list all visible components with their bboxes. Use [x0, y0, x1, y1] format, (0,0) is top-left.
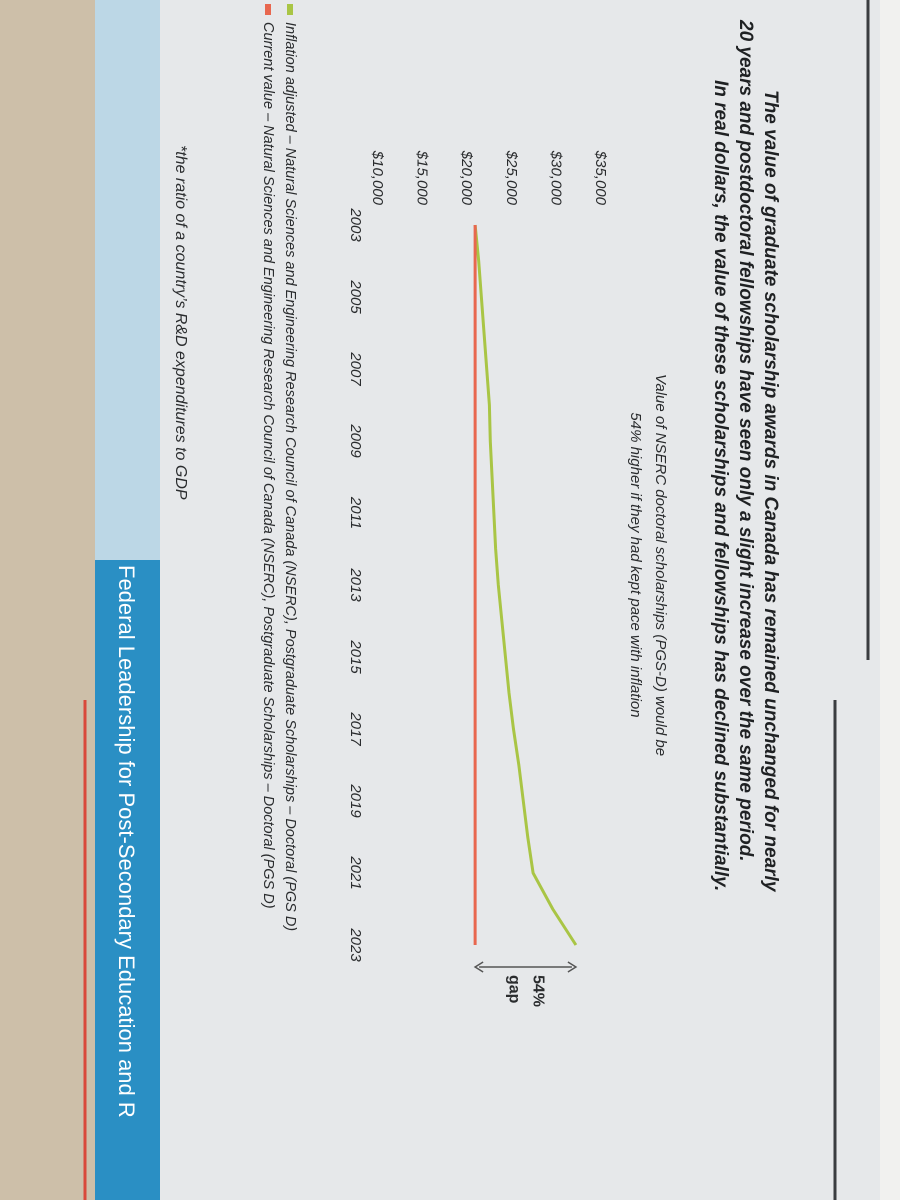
- footnote: *the ratio of a country’s R&D expenditur…: [172, 145, 189, 500]
- arrow-head: [567, 961, 578, 973]
- title: The value of graduate scholarship awards…: [760, 90, 781, 893]
- gap-label: 54%: [529, 975, 546, 1007]
- chart-subtitle: Value of NSERC doctoral scholarships (PG…: [652, 374, 669, 756]
- title: In real dollars, the value of these scho…: [710, 80, 731, 891]
- banner-fade: [95, 0, 160, 560]
- x-tick-label: 2013: [347, 567, 364, 602]
- y-tick-label: $15,000: [414, 150, 431, 206]
- gap-label: gap: [505, 975, 522, 1004]
- x-tick-label: 2019: [347, 783, 364, 818]
- arrow-head: [473, 961, 484, 973]
- legend-entry: Inflation adjusted – Natural Sciences an…: [282, 22, 298, 931]
- legend-entry: Current value – Natural Sciences and Eng…: [260, 22, 276, 909]
- x-tick-label: 2021: [347, 855, 364, 889]
- banner-text: Federal Leadership for Post-Secondary Ed…: [114, 565, 139, 1118]
- x-tick-label: 2003: [347, 207, 364, 242]
- paper-edge: [880, 0, 900, 1200]
- y-tick-label: $30,000: [547, 150, 564, 206]
- y-tick-label: $20,000: [458, 150, 475, 206]
- y-tick-label: $25,000: [503, 150, 520, 206]
- x-tick-label: 2011: [347, 496, 364, 529]
- x-tick-label: 2007: [347, 351, 364, 386]
- x-tick-label: 2009: [347, 423, 364, 458]
- chart-subtitle: 54% higher if they had kept pace with in…: [627, 412, 644, 717]
- legend-swatch: [287, 4, 293, 15]
- legend-swatch: [265, 4, 271, 15]
- series-line: [473, 224, 578, 946]
- x-tick-label: 2005: [347, 279, 364, 314]
- title: 20 years and postdoctoral fellowships ha…: [735, 19, 756, 862]
- x-tick-label: 2017: [347, 711, 364, 746]
- x-tick-label: 2015: [347, 639, 364, 674]
- x-tick-label: 2023: [347, 927, 364, 962]
- paper: [95, 0, 900, 1200]
- y-tick-label: $10,000: [369, 150, 386, 206]
- y-tick-label: $35,000: [592, 150, 609, 206]
